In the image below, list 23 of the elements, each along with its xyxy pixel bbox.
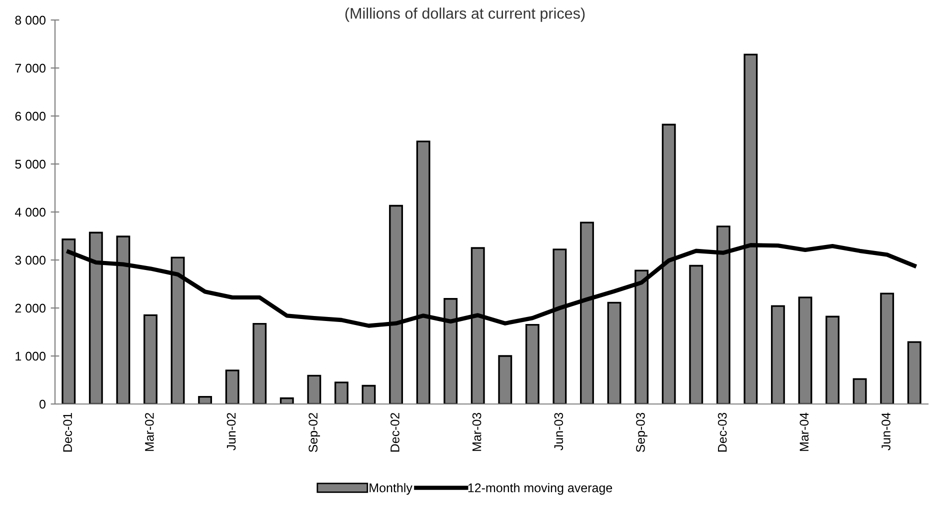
y-tick-label: 0 [40,400,46,409]
legend-label: Monthly [370,483,412,495]
x-tick-label: Mar-04 [800,412,809,451]
x-tick-label: Dec-02 [390,412,400,452]
x-tick-label: Mar-03 [472,412,482,451]
y-tick-label: 3 000 [15,256,46,265]
x-tick-label: Dec-01 [63,412,72,452]
y-tick-label: 5 000 [15,160,46,169]
x-tick-label: Jun-02 [226,412,236,450]
x-tick-label: Mar-02 [144,412,154,451]
legend-label: 12-month moving average [468,483,612,495]
chart-subtitle: (Millions of dollars at current prices) [345,8,585,22]
y-tick-label: 4 000 [14,208,46,217]
y-tick-label: 1 000 [16,352,46,361]
x-tick-label: Sep-02 [308,412,320,452]
y-tick-label: 8 000 [15,16,46,25]
y-tick-label: 7 000 [15,64,46,73]
x-tick-label: Sep-03 [636,412,648,452]
x-tick-label: Jun-04 [882,412,890,450]
x-tick-label: Jun-03 [554,412,564,450]
x-tick-label: Dec-03 [718,412,727,452]
y-tick-label: 2 000 [15,304,46,313]
y-tick-label: 6 000 [15,112,46,121]
